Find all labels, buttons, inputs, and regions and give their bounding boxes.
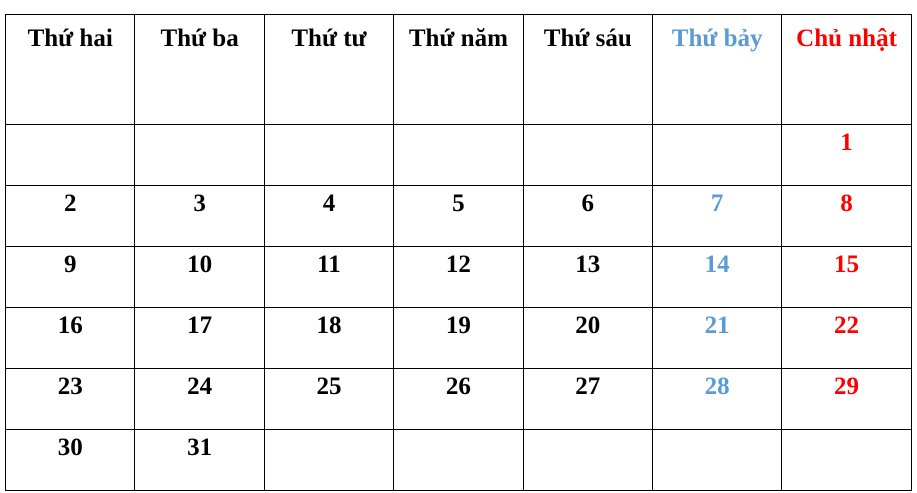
date-cell: 13 bbox=[522, 246, 653, 308]
date-cell bbox=[522, 429, 653, 491]
date-cell bbox=[522, 124, 653, 186]
date-cell: 9 bbox=[4, 246, 136, 308]
date-cell bbox=[651, 124, 783, 186]
date-cell: 12 bbox=[393, 246, 524, 308]
date-cell bbox=[263, 429, 395, 491]
date-cell: 6 bbox=[522, 185, 653, 247]
week-row: 1 bbox=[4, 124, 912, 186]
date-cell: 5 bbox=[393, 185, 524, 247]
date-cell bbox=[134, 124, 265, 186]
day-header-label: Thứ sáu bbox=[543, 25, 632, 52]
date-cell: 19 bbox=[393, 307, 524, 369]
date-cell: 3 bbox=[134, 185, 265, 247]
day-header-label: Thứ ba bbox=[160, 25, 239, 52]
week-row: 23 24 25 26 27 28 29 bbox=[4, 368, 912, 430]
date-cell bbox=[393, 429, 524, 491]
date-cell: 17 bbox=[134, 307, 265, 369]
date-cell: 10 bbox=[134, 246, 265, 308]
date-cell: 20 bbox=[522, 307, 653, 369]
header-row: Thứ hai Thứ ba Thứ tư Thứ năm Thứ sáu Thứ bảy… bbox=[4, 14, 912, 125]
day-header-label: Thứ hai bbox=[27, 25, 113, 52]
date-cell bbox=[263, 124, 395, 186]
week-row: 30 31 bbox=[4, 429, 912, 491]
date-cell: 23 bbox=[4, 368, 136, 430]
date-cell: 29 bbox=[781, 368, 912, 430]
date-cell: 8 bbox=[781, 185, 912, 247]
date-cell: 14 bbox=[651, 246, 783, 308]
date-cell bbox=[4, 124, 136, 186]
date-cell: 27 bbox=[522, 368, 653, 430]
date-cell: 24 bbox=[134, 368, 265, 430]
date-cell: 28 bbox=[651, 368, 783, 430]
week-row: 16 17 18 19 20 21 22 bbox=[4, 307, 912, 369]
date-cell: 11 bbox=[263, 246, 395, 308]
date-cell: 1 bbox=[781, 124, 912, 186]
date-cell bbox=[393, 124, 524, 186]
day-header-label: Thứ năm bbox=[408, 25, 508, 52]
day-header-label: Chủ nhật bbox=[796, 25, 897, 52]
date-cell: 25 bbox=[263, 368, 395, 430]
date-cell: 31 bbox=[134, 429, 265, 491]
week-row: 9 10 11 12 13 14 15 bbox=[4, 246, 912, 308]
day-header: Thứ tư bbox=[263, 14, 395, 125]
date-cell: 30 bbox=[4, 429, 136, 491]
date-cell: 2 bbox=[4, 185, 136, 247]
day-header-label: Thứ bảy bbox=[671, 25, 763, 52]
date-cell bbox=[651, 429, 783, 491]
day-header-label: Thứ tư bbox=[291, 25, 367, 52]
day-header: Thứ hai bbox=[4, 14, 136, 125]
date-cell: 21 bbox=[651, 307, 783, 369]
date-cell bbox=[781, 429, 912, 491]
day-header: Chủ nhật bbox=[781, 14, 912, 125]
calendar-table: Thứ hai Thứ ba Thứ tư Thứ năm Thứ sáu Thứ bảy… bbox=[4, 14, 912, 491]
day-header: Thứ ba bbox=[134, 14, 265, 125]
date-cell: 15 bbox=[781, 246, 912, 308]
date-cell: 4 bbox=[263, 185, 395, 247]
date-cell: 16 bbox=[4, 307, 136, 369]
date-cell: 7 bbox=[651, 185, 783, 247]
day-header: Thứ năm bbox=[393, 14, 524, 125]
day-header: Thứ sáu bbox=[522, 14, 653, 125]
date-cell: 26 bbox=[393, 368, 524, 430]
date-cell: 18 bbox=[263, 307, 395, 369]
day-header: Thứ bảy bbox=[651, 14, 783, 125]
date-cell: 22 bbox=[781, 307, 912, 369]
